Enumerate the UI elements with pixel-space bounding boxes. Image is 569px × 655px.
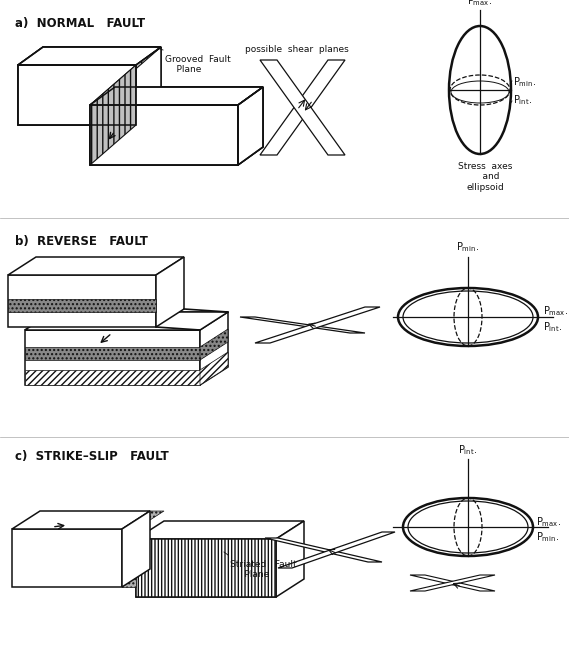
Polygon shape <box>122 529 136 587</box>
Polygon shape <box>25 312 228 330</box>
Text: P$_\mathrm{min}$.: P$_\mathrm{min}$. <box>513 75 536 89</box>
Polygon shape <box>265 538 382 562</box>
Polygon shape <box>238 87 263 165</box>
Polygon shape <box>12 529 122 587</box>
Polygon shape <box>276 521 304 597</box>
Text: P$_\mathrm{max}$.: P$_\mathrm{max}$. <box>543 304 568 318</box>
Polygon shape <box>260 60 345 155</box>
Polygon shape <box>90 87 263 105</box>
Polygon shape <box>240 317 365 333</box>
Polygon shape <box>410 575 495 591</box>
Polygon shape <box>278 532 395 568</box>
Polygon shape <box>90 65 136 165</box>
Polygon shape <box>12 511 150 529</box>
Polygon shape <box>8 275 156 327</box>
Polygon shape <box>260 60 345 155</box>
Polygon shape <box>25 312 228 330</box>
Text: P$_\mathrm{max}$.: P$_\mathrm{max}$. <box>467 0 493 8</box>
Text: a)  NORMAL   FAULT: a) NORMAL FAULT <box>15 17 145 30</box>
Polygon shape <box>122 511 150 587</box>
Polygon shape <box>90 47 161 105</box>
Polygon shape <box>25 330 200 385</box>
Polygon shape <box>8 257 184 275</box>
Polygon shape <box>200 352 228 385</box>
Text: c)  STRIKE–SLIP   FAULT: c) STRIKE–SLIP FAULT <box>15 450 169 463</box>
Polygon shape <box>156 257 184 327</box>
Polygon shape <box>136 47 161 125</box>
Polygon shape <box>136 47 161 125</box>
Polygon shape <box>18 47 161 65</box>
Text: Stress  axes
    and
ellipsoid: Stress axes and ellipsoid <box>458 162 512 192</box>
Text: P$_\mathrm{min}$.: P$_\mathrm{min}$. <box>536 530 559 544</box>
Polygon shape <box>238 87 263 165</box>
Text: b)  REVERSE   FAULT: b) REVERSE FAULT <box>15 235 148 248</box>
Text: P$_\mathrm{int}$.: P$_\mathrm{int}$. <box>513 93 532 107</box>
Text: Striated   Fault
     Plane: Striated Fault Plane <box>230 560 296 580</box>
Polygon shape <box>18 65 136 125</box>
Polygon shape <box>18 47 161 65</box>
Polygon shape <box>90 65 136 165</box>
Text: P$_\mathrm{max}$.: P$_\mathrm{max}$. <box>536 515 561 529</box>
Polygon shape <box>90 105 238 165</box>
Polygon shape <box>18 65 136 125</box>
Polygon shape <box>25 347 200 360</box>
Polygon shape <box>200 329 228 360</box>
Polygon shape <box>200 312 228 385</box>
Polygon shape <box>410 575 495 591</box>
Text: possible  shear  planes: possible shear planes <box>245 45 349 54</box>
Polygon shape <box>90 105 238 165</box>
Polygon shape <box>255 307 380 343</box>
Polygon shape <box>90 47 161 105</box>
Polygon shape <box>90 87 263 105</box>
Polygon shape <box>8 299 156 312</box>
Text: P$_\mathrm{min}$.: P$_\mathrm{min}$. <box>456 240 480 254</box>
Polygon shape <box>136 539 276 597</box>
Polygon shape <box>136 521 304 539</box>
Polygon shape <box>122 511 164 529</box>
Text: P$_\mathrm{int}$.: P$_\mathrm{int}$. <box>543 320 562 334</box>
Polygon shape <box>25 370 200 385</box>
Text: Grooved  Fault
    Plane: Grooved Fault Plane <box>165 55 231 75</box>
Polygon shape <box>136 539 276 597</box>
Text: P$_\mathrm{int}$.: P$_\mathrm{int}$. <box>459 443 477 457</box>
